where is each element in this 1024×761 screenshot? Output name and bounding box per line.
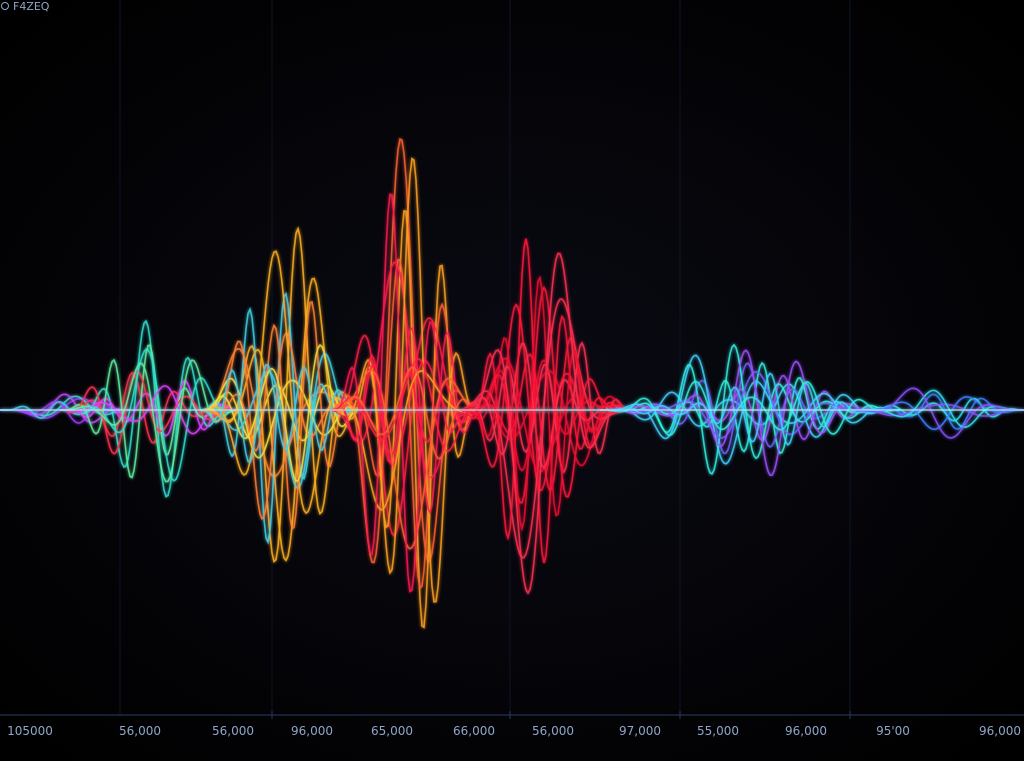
axis-labels: 105000 56,000 56,000 96,000 65,000 66,000 56,0… [7,724,1021,738]
axis-label: 97,000 [619,724,661,738]
wave-line [329,193,481,593]
wave-line [459,303,631,492]
wave-line [199,300,361,531]
grid [119,0,851,715]
wave-line [600,372,900,446]
wave-line [459,252,631,595]
axis-label: 56,000 [212,724,254,738]
wave-line [600,380,900,437]
axis-label: 96,000 [785,724,827,738]
axis-label: 65,000 [371,724,413,738]
wave-line [199,363,361,464]
wave-line [850,403,1024,417]
axis-label: 66,000 [453,724,495,738]
axis-label: 56,000 [119,724,161,738]
axis-label: 96,000 [979,724,1021,738]
wave-line [329,358,481,452]
wave-line [60,359,240,483]
axis-label: 56,000 [532,724,574,738]
axis-ticks [271,711,851,719]
axis-label: 96,000 [291,724,333,738]
axis-label: 55,000 [697,724,739,738]
header-label: F4ZEQ [13,0,50,13]
wave-line [460,285,630,504]
wave-line [330,369,481,550]
wave-line [329,366,481,460]
axis-label: 105000 [7,724,53,738]
wave-line [459,341,630,474]
wave-line [459,275,630,532]
axis-label: 95'00 [876,724,910,738]
wave-line [329,370,481,511]
header-icon [1,2,9,10]
wave-line [199,377,361,459]
wave-line [600,383,900,438]
wave-line [600,349,900,477]
wave-line [459,238,630,564]
wave-line [459,342,630,470]
wave-line [600,354,900,465]
wave-line [330,157,481,603]
wave-line [850,387,1024,439]
wave-line [199,343,361,482]
waveform [0,137,1024,629]
